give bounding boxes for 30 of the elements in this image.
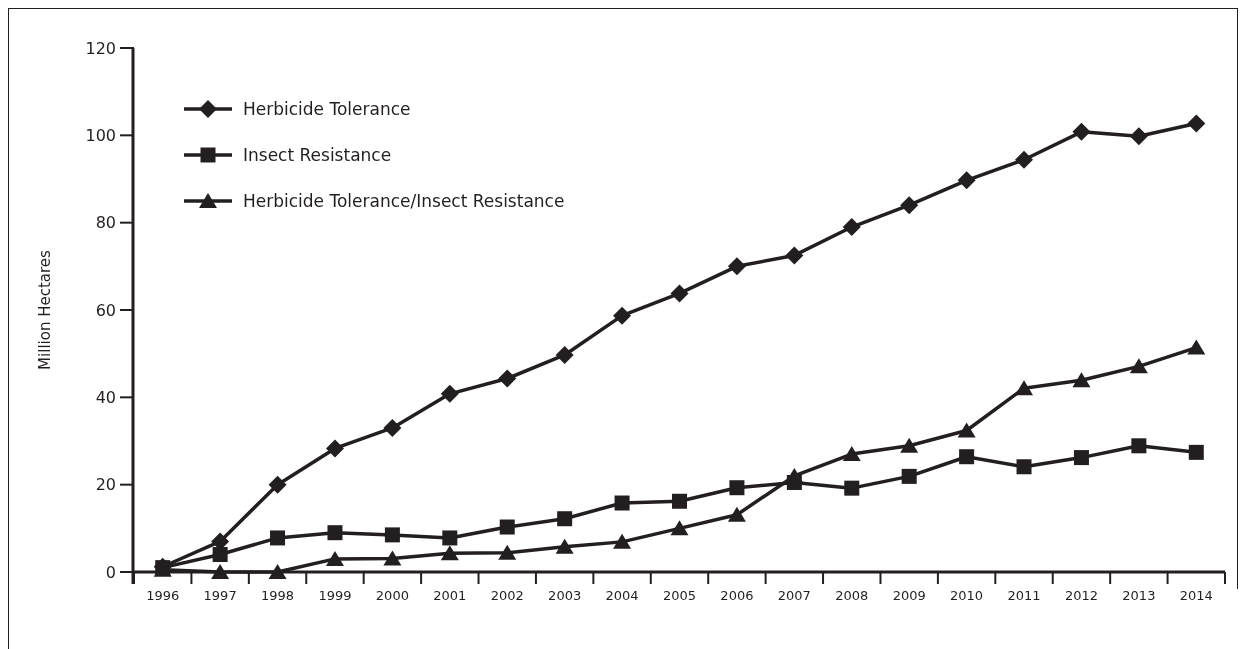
- x-tick-label: 2006: [720, 588, 754, 603]
- legend-label: Herbicide Tolerance: [243, 98, 411, 119]
- x-tick-label: 1997: [203, 588, 237, 603]
- x-tick-label: 2003: [548, 588, 582, 603]
- x-tick-label: 2011: [1007, 588, 1041, 603]
- x-tick-label: 2010: [950, 588, 984, 603]
- y-tick-label: 100: [85, 125, 116, 145]
- x-tick-label: 2004: [605, 588, 639, 603]
- x-tick-label: 1999: [318, 588, 352, 603]
- x-tick-label: 2005: [662, 588, 697, 603]
- y-tick-label: 60: [95, 300, 116, 320]
- x-tick-label: 1996: [146, 588, 180, 603]
- x-tick-label: 2013: [1122, 588, 1156, 603]
- legend-label: Herbicide Tolerance/Insect Resistance: [243, 190, 565, 211]
- x-tick-label: 2008: [835, 588, 869, 603]
- x-tick-label: 2007: [777, 588, 811, 603]
- y-tick-label: 80: [95, 213, 116, 233]
- y-tick-label: 20: [95, 475, 116, 495]
- y-axis-title: Million Hectares: [36, 249, 54, 370]
- x-tick-label: 2000: [375, 588, 409, 603]
- x-tick-label: 2002: [490, 588, 524, 603]
- y-tick-label: 40: [95, 387, 116, 407]
- x-tick-label: 2012: [1064, 588, 1098, 603]
- x-tick-label: 2014: [1179, 588, 1213, 603]
- y-tick-label: 120: [85, 38, 116, 58]
- y-tick-label: 0: [105, 562, 116, 582]
- x-tick-label: 2001: [433, 588, 467, 603]
- x-tick-label: 2009: [892, 588, 926, 603]
- x-tick-label: 1998: [261, 588, 295, 603]
- legend-label: Insect Resistance: [243, 144, 392, 165]
